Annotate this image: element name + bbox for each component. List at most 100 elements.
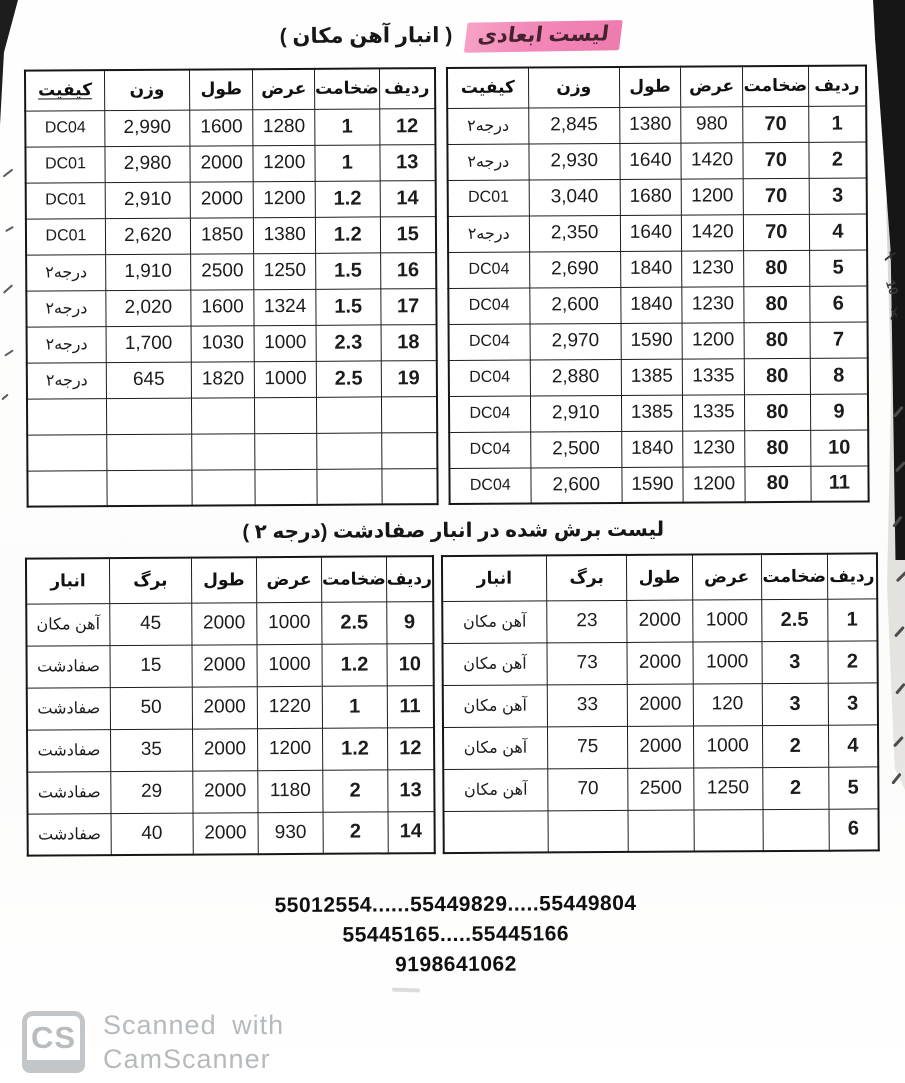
cell: 2,690: [529, 250, 621, 288]
table-row: 14 1.2 1200 2000 2,910 DC01: [25, 180, 436, 219]
cell: 1000: [692, 599, 762, 642]
cell: 7: [809, 321, 868, 358]
cell: 10: [810, 429, 869, 466]
col-header-length: طول: [191, 557, 257, 603]
cell: 18: [380, 324, 437, 361]
cell: 1335: [682, 394, 745, 431]
table-row: 1 70 980 1380 2,845 درجه۲: [447, 105, 867, 145]
cell: 1200: [682, 322, 745, 359]
cell: 15: [379, 216, 436, 253]
cell: 2,980: [104, 145, 191, 183]
cell: 1230: [681, 250, 744, 287]
cell: 1220: [257, 685, 323, 729]
cell: 1000: [254, 324, 317, 362]
cell: 70: [742, 177, 810, 215]
cut-list-table-left: ردیف ضخامت عرض طول برگ انبار 9 2.5 1000 200…: [24, 555, 436, 857]
section1-tables: ردیف ضخامت عرض طول وزن کیفیت 1 70 980 1380 2…: [23, 64, 870, 508]
cell: آهن مکان: [443, 768, 548, 812]
cell: 1324: [254, 288, 317, 326]
cell: 4: [809, 213, 868, 250]
col-header-width: عرض: [252, 68, 315, 110]
cell: 75: [547, 725, 629, 769]
cell: صفادشت: [27, 729, 111, 772]
cell: 1,910: [105, 253, 191, 291]
dimensions-table-left: ردیف ضخامت عرض طول وزن کیفیت 12 1 1280 1600…: [23, 67, 439, 508]
cell: [693, 809, 763, 852]
table-row: 19 2.5 1000 1820 645 درجه۲: [26, 360, 437, 399]
col-header-width: عرض: [256, 556, 322, 603]
cell: [316, 432, 382, 469]
dimensions-table-right: ردیف ضخامت عرض طول وزن کیفیت 1 70 980 1380 2…: [445, 64, 870, 506]
cell: 1200: [683, 466, 745, 503]
cell: DC04: [448, 287, 530, 325]
cell: 3: [808, 177, 867, 214]
cell: 2,970: [529, 322, 621, 360]
table-row: 4 70 1420 1640 2,350 درجه۲: [447, 213, 868, 253]
cell: 2,910: [530, 394, 622, 432]
cell: DC04: [449, 467, 531, 505]
cell: 15: [109, 644, 193, 688]
cell: 2.5: [761, 598, 828, 642]
col-header-warehouse: انبار: [25, 558, 110, 604]
cell: 80: [744, 357, 811, 395]
cell: 2000: [189, 145, 254, 182]
cell: 1600: [189, 109, 254, 146]
header-row: ردیف ضخامت عرض طول برگ انبار: [441, 553, 878, 602]
col-header-thickness: ضخامت: [761, 553, 828, 600]
col-header-row-number: ردیف: [379, 68, 436, 109]
cell: 1640: [619, 142, 682, 179]
cell: 19: [380, 360, 437, 397]
cell: 5: [828, 766, 879, 809]
table-row: 8 80 1335 1385 2,880 DC04: [448, 357, 868, 397]
table-row: 11 1 1220 2000 50 صفادشت: [26, 685, 434, 730]
cell: 1: [314, 108, 380, 145]
cell: [316, 468, 382, 505]
col-header-sheets: برگ: [109, 557, 192, 604]
cell: 2,910: [105, 181, 191, 219]
cell: 1: [314, 144, 380, 181]
table-row: 14 2 930 2000 40 صفادشت: [27, 811, 435, 856]
cell: 1335: [682, 358, 745, 395]
cell: درجه۲: [447, 143, 529, 181]
cell: 11: [386, 685, 434, 728]
table-row: 12 1 1280 1600 2,990 DC04: [25, 108, 436, 147]
table-row: 18 2.3 1000 1030 1,700 درجه۲: [26, 324, 437, 363]
cell: 13: [379, 144, 436, 181]
cell: 1385: [620, 358, 683, 395]
cell: 2,620: [105, 217, 191, 255]
cell: 2,600: [530, 466, 622, 504]
cell: 23: [546, 599, 628, 643]
cell: 13: [387, 769, 435, 812]
cell: DC04: [449, 431, 531, 469]
table-row: 7 80 1200 1590 2,970 DC04: [448, 321, 868, 361]
cell: 1230: [682, 430, 745, 467]
cell: 3: [827, 682, 878, 725]
cell: 9: [810, 393, 869, 430]
cell: 2: [323, 811, 388, 854]
cell: 2,845: [528, 106, 620, 144]
cell: [106, 397, 192, 435]
cell: 1000: [256, 643, 323, 687]
cell: 1.2: [315, 216, 381, 253]
cell: 1420: [681, 142, 743, 179]
cell: 6: [809, 285, 868, 322]
cell: 1640: [620, 214, 682, 251]
cell: درجه۲: [447, 215, 530, 253]
cell: 2,350: [529, 214, 621, 252]
table-row: 15 1.2 1380 1850 2,620 DC01: [25, 216, 436, 255]
col-header-thickness: ضخامت: [314, 68, 380, 109]
cell: 1.2: [322, 727, 388, 770]
title-subtitle: ( انبار آهن مکان ): [279, 23, 453, 49]
cell: [106, 433, 192, 471]
cell: 2.3: [316, 324, 381, 361]
col-header-quality: کیفیت: [24, 70, 105, 111]
cell: 1680: [619, 178, 682, 215]
table-row: 4 2 1000 2000 75 آهن مکان: [442, 724, 879, 770]
col-header-weight: وزن: [104, 69, 190, 111]
cell: 2: [762, 766, 829, 810]
col-header-length: طول: [626, 554, 693, 600]
cell: 1280: [253, 108, 315, 146]
cell: DC01: [25, 146, 106, 183]
cell: 1590: [621, 466, 684, 503]
cell: 11: [810, 465, 869, 502]
